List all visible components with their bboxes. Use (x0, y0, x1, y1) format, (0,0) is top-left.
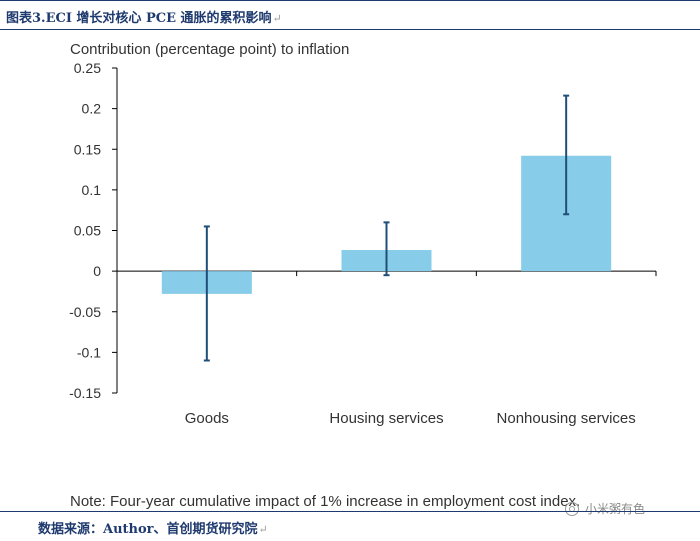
x-category-label: Housing services (329, 410, 443, 427)
figure-caption-bar: 图表3.ECI 增长对核心 PCE 通胀的累积影响↵ (0, 0, 700, 30)
y-tick-label: -0.15 (69, 385, 101, 401)
y-tick-label: 0.2 (82, 101, 102, 117)
source-note: 数据来源：Author、首创期货研究院↵ (38, 518, 268, 537)
x-category-label: Goods (185, 410, 229, 427)
watermark-text: 小米粥有色 (585, 502, 646, 516)
figure-caption-title: 图表3.ECI 增长对核心 PCE 通胀的累积影响 (6, 11, 272, 26)
watermark: 小米粥有色 (565, 500, 645, 517)
paragraph-mark-icon: ↵ (258, 523, 268, 536)
figure-caption: 图表3.ECI 增长对核心 PCE 通胀的累积影响↵ (6, 7, 282, 26)
y-tick-label: 0.25 (74, 60, 101, 76)
error-bars (203, 94, 570, 362)
y-tick-label: 0.05 (74, 223, 101, 239)
tick-labels: 0.25 0.2 0.15 0.1 0.05 0 -0.05 -0.1 -0.15 Goods Ho… (69, 60, 636, 427)
source-text: 数据来源：Author、首创期货研究院 (38, 522, 258, 537)
chart-note: Note: Four-year cumulative impact of 1% … (70, 493, 580, 510)
y-tick-label: 0.1 (82, 182, 102, 198)
y-tick-label: 0.15 (74, 141, 101, 157)
chart-title: Contribution (percentage point) to infla… (70, 41, 349, 58)
source-bar: 数据来源：Author、首创期货研究院↵ (0, 511, 700, 541)
y-tick-label: -0.05 (69, 304, 101, 320)
paragraph-mark-icon: ↵ (272, 12, 282, 25)
y-tick-label: -0.1 (77, 344, 101, 360)
x-category-label: Nonhousing services (497, 410, 636, 427)
y-tick-label: 0 (93, 263, 101, 279)
